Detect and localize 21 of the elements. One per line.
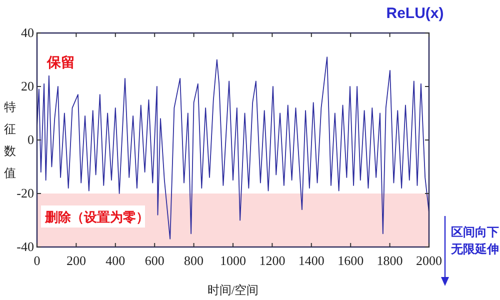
x-axis-title: 时间/空间 [207, 283, 259, 297]
x-tick-label: 1400 [298, 253, 324, 268]
ylabel: 特征数值 [4, 100, 16, 180]
x-tick-label: 2000 [416, 253, 442, 268]
x-tick-label: 1000 [220, 253, 246, 268]
y-tick-label: 40 [21, 25, 34, 40]
x-tick-label: 1600 [338, 253, 364, 268]
y-tick-label: -40 [16, 239, 34, 254]
x-tick-label: 1800 [376, 253, 403, 268]
x-tick-label: 200 [66, 253, 86, 268]
x-tick-label: 1200 [259, 253, 286, 268]
x-tick-label: 600 [144, 253, 164, 268]
y-tick-label: 20 [21, 78, 34, 94]
x-tick-label: 400 [106, 253, 126, 268]
y-tick-label: 0 [28, 132, 34, 147]
x-tick-label: 800 [184, 253, 204, 268]
annotation: 保留 [46, 54, 75, 70]
chart-title: ReLU(x) [386, 5, 444, 22]
band-label: 删除（设置为零） [44, 210, 149, 224]
y-tick-label: -20 [16, 186, 34, 200]
text: 区间向下无限延伸 [450, 225, 499, 256]
